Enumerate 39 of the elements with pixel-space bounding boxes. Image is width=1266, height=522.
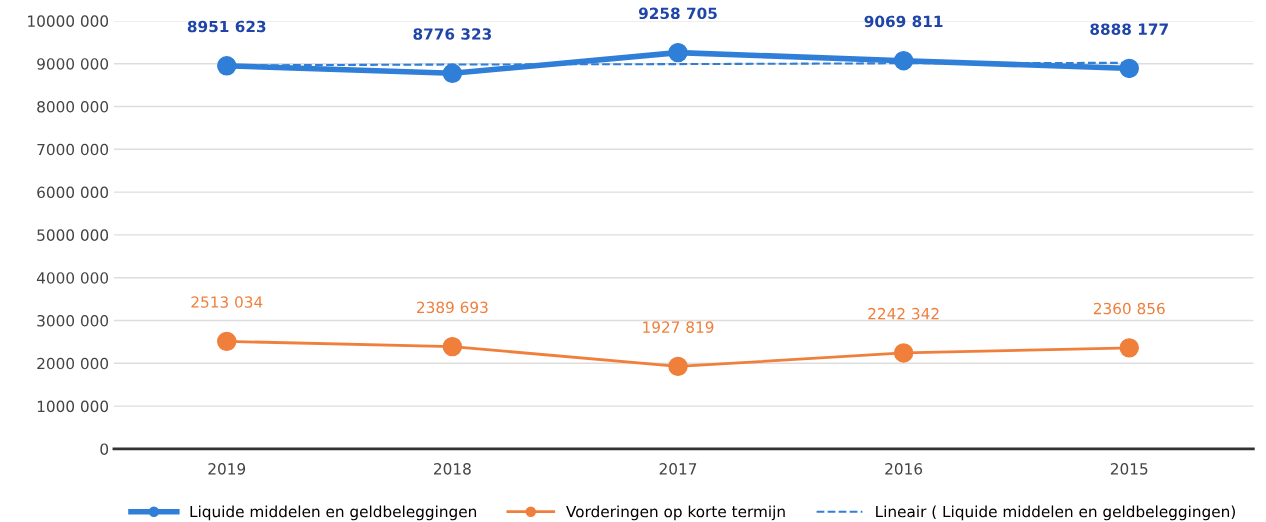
x-tick-label: 2015 — [1110, 463, 1148, 475]
y-tick-label: 6000 000 — [37, 186, 109, 199]
y-tick-label: 1000 000 — [37, 400, 109, 413]
point — [217, 331, 237, 352]
point — [442, 336, 463, 357]
point — [1119, 338, 1139, 358]
data-label: 9258 705 — [638, 7, 717, 20]
legend-label: Liquide middelen en geldbeleggingen — [190, 505, 477, 521]
point — [668, 42, 688, 63]
data-label: 2360 856 — [1093, 302, 1165, 315]
data-label: 1927 819 — [643, 321, 714, 333]
data-label: 2513 034 — [191, 296, 263, 308]
y-tick-label: 8000 000 — [37, 100, 109, 113]
y-tick-label: 0 — [100, 443, 109, 455]
y-tick-label: 2000 000 — [37, 357, 109, 370]
data-label: 9069 811 — [864, 15, 943, 28]
point — [1119, 58, 1139, 79]
x-tick-label: 2016 — [885, 463, 923, 475]
data-label: 8888 177 — [1090, 23, 1168, 35]
point — [217, 56, 237, 76]
data-label: 8951 623 — [187, 20, 266, 33]
point — [893, 50, 914, 71]
x-tick-label: 2019 — [208, 463, 246, 475]
y-tick-label: 10000 000 — [28, 15, 109, 27]
y-tick-label: 4000 000 — [36, 272, 109, 284]
x-tick-label: 2018 — [434, 463, 471, 475]
data-label: 8776 323 — [413, 28, 492, 40]
point — [893, 343, 914, 363]
y-tick-label: 5000 000 — [37, 229, 109, 241]
data-label: 2389 693 — [417, 301, 488, 314]
data-label: 2242 342 — [868, 307, 939, 320]
y-tick-label: 3000 000 — [37, 314, 109, 327]
point — [668, 356, 688, 377]
x-tick-label: 2017 — [659, 463, 697, 475]
y-tick-label: 9000 000 — [37, 58, 109, 70]
legend-label: Lineair ( Liquide middelen en geldbeleggingen) — [876, 505, 1235, 521]
legend-label: Vorderingen op korte termijn — [566, 505, 785, 521]
point — [442, 63, 463, 83]
y-tick-label: 7000 000 — [37, 143, 109, 156]
